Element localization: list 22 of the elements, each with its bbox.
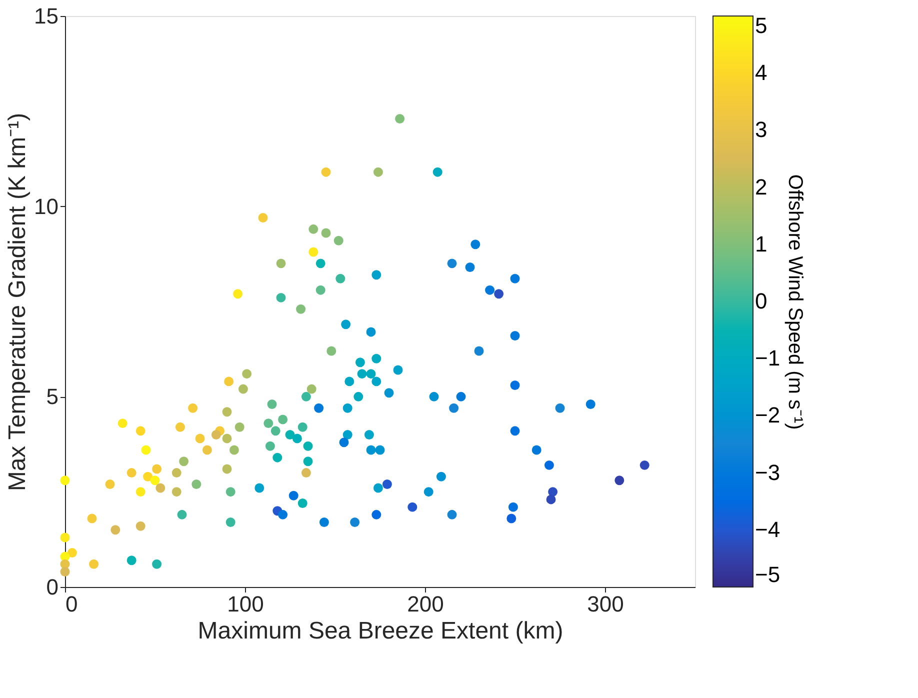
x-axis-title: Maximum Sea Breeze Extent (km) (198, 618, 564, 644)
color-bar-label: −1 (755, 346, 780, 371)
color-bar-label: 5 (755, 13, 768, 38)
color-bar-label: 3 (755, 117, 768, 142)
x-tick-label: 0 (66, 592, 78, 616)
y-tick-label: 0 (46, 574, 58, 600)
x-tick-label: 200 (407, 592, 444, 616)
y-tick-label: 5 (46, 384, 58, 410)
y-axis-title: Max Temperature Gradient (K km⁻¹) (4, 112, 32, 492)
color-bar-label: 4 (755, 60, 768, 86)
color-bar-label: −2 (755, 402, 780, 428)
x-tick-label: 300 (587, 592, 624, 616)
color-bar-label: −3 (755, 460, 780, 485)
color-bar-label: 0 (755, 288, 768, 314)
x-tick-label: 100 (227, 592, 264, 616)
color-bar-label: 1 (755, 231, 768, 256)
color-bar-label: 2 (755, 174, 768, 200)
color-bar-label: −4 (755, 516, 780, 542)
color-bar-title: Offshore Wind Speed (m s⁻¹) (784, 174, 806, 430)
y-tick-label: 10 (34, 194, 58, 219)
color-bar-label: −5 (755, 562, 780, 587)
y-tick-label: 15 (34, 4, 58, 28)
